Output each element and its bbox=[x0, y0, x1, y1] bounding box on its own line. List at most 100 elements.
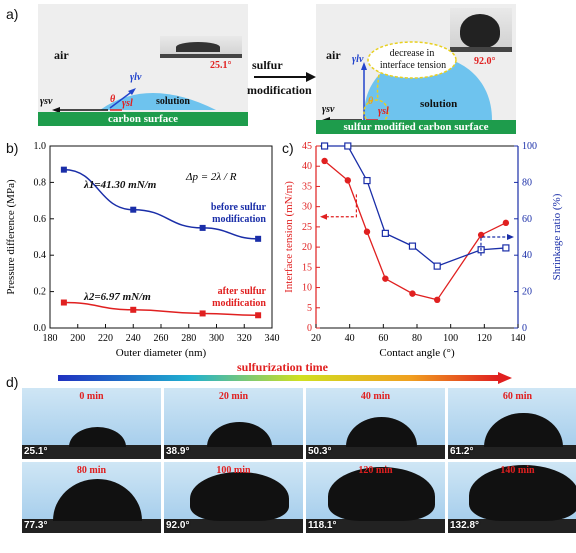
droplet-thumbnail: 0 min 25.1° bbox=[22, 388, 161, 459]
shrinkage-ratio-point bbox=[363, 176, 371, 185]
left-y-tick-label: 25 bbox=[302, 222, 312, 233]
panel-c-label: c) bbox=[282, 140, 294, 156]
carbon-surface-bar: carbon surface bbox=[38, 112, 248, 126]
left-y-tick-label: 35 bbox=[302, 181, 312, 192]
lambda2-label: λ2=6.97 mN/m bbox=[83, 291, 151, 303]
droplet-thumbnail: 20 min 38.9° bbox=[164, 388, 303, 459]
gamma-lv-label: γlv bbox=[130, 72, 142, 83]
substrate bbox=[164, 519, 303, 533]
scheme-after: air 92.0° decrease in interface tension … bbox=[316, 4, 516, 134]
x-tick-label: 300 bbox=[209, 333, 224, 344]
solution-label-right: solution bbox=[420, 98, 458, 110]
substrate bbox=[448, 445, 576, 459]
interface-tension-point bbox=[409, 290, 416, 297]
droplet-thumbnail: 140 min 132.8° bbox=[448, 462, 576, 533]
x-tick-label: 200 bbox=[70, 333, 85, 344]
before-data-point bbox=[255, 235, 262, 242]
x-tick-label: 260 bbox=[154, 333, 169, 344]
right-y-tick-label: 0 bbox=[522, 323, 527, 334]
after-data-point bbox=[130, 306, 137, 313]
contact-angle-label: 61.2° bbox=[450, 446, 474, 457]
time-label: 20 min bbox=[218, 391, 249, 402]
left-y-tick-label: 40 bbox=[302, 161, 312, 172]
left-y-axis-label: Interface tension (mN/m) bbox=[283, 181, 295, 293]
droplet bbox=[484, 412, 563, 447]
shrinkage-ratio-point bbox=[344, 142, 352, 150]
y-tick-label: 0.0 bbox=[34, 323, 47, 334]
left-y-tick-label: 20 bbox=[302, 242, 312, 253]
right-y-tick-label: 40 bbox=[522, 250, 532, 261]
after-fit-line bbox=[63, 301, 259, 317]
before-data-point bbox=[60, 166, 67, 173]
contact-angle-before: 25.1° bbox=[210, 60, 232, 71]
gamma-sl-label-right: γsl bbox=[378, 106, 389, 117]
left-axis-indicator bbox=[326, 194, 357, 218]
right-y-tick-label: 20 bbox=[522, 287, 532, 298]
interface-tension-point bbox=[502, 219, 510, 227]
x-axis-label: Outer diameter (nm) bbox=[116, 347, 207, 359]
panel-a-label: a) bbox=[6, 6, 19, 22]
x-tick-label: 320 bbox=[237, 333, 252, 344]
time-label: 60 min bbox=[502, 391, 533, 402]
sulfurization-time-label: sulfurization time bbox=[237, 360, 328, 374]
left-y-tick-label: 0 bbox=[307, 323, 312, 334]
modified-surface-bar: sulfur modified carbon surface bbox=[316, 120, 516, 134]
y-tick-label: 0.8 bbox=[34, 177, 47, 188]
before-data-point bbox=[199, 224, 206, 231]
substrate bbox=[22, 519, 161, 533]
right-y-tick-label: 100 bbox=[522, 141, 537, 152]
interface-tension-point bbox=[321, 157, 328, 165]
left-y-tick-label: 5 bbox=[307, 303, 312, 314]
left-axis-indicator-head bbox=[320, 213, 327, 220]
interface-tension-line bbox=[324, 160, 507, 301]
right-y-tick-label: 80 bbox=[522, 177, 532, 188]
panel-b-label: b) bbox=[6, 140, 19, 156]
theta-label-right: θ bbox=[368, 96, 374, 107]
droplet bbox=[53, 479, 142, 521]
interface-tension-chart: 20 40 60 80 100 120 14005101520253035404502040… bbox=[283, 141, 563, 359]
theta-label: θ bbox=[110, 94, 116, 105]
left-y-tick-label: 30 bbox=[302, 202, 312, 213]
droplet-thumbnail: 80 min 77.3° bbox=[22, 462, 161, 533]
after-data-point bbox=[255, 312, 262, 319]
gamma-sv-label-right: γsv bbox=[322, 104, 335, 115]
y-tick-label: 0.2 bbox=[34, 287, 47, 298]
x-tick-label: 120 bbox=[477, 333, 492, 344]
y-axis-label: Pressure difference (MPa) bbox=[5, 179, 17, 295]
left-y-tick-label: 15 bbox=[302, 262, 312, 273]
after-annotation-line1: after sulfur bbox=[218, 286, 267, 297]
droplet bbox=[328, 467, 435, 521]
shrinkage-ratio-point bbox=[320, 142, 329, 150]
contact-angle-label: 132.8° bbox=[450, 520, 480, 531]
after-data-point bbox=[60, 299, 67, 306]
time-gradient-arrow bbox=[58, 372, 512, 384]
shrinkage-ratio-point bbox=[502, 244, 510, 252]
droplet bbox=[68, 427, 127, 447]
x-tick-label: 340 bbox=[265, 333, 280, 344]
left-y-tick-label: 45 bbox=[302, 141, 312, 152]
arrow-label-bottom: modification bbox=[247, 83, 312, 97]
x-tick-label: 240 bbox=[126, 333, 141, 344]
arrow-label-top: sulfur bbox=[252, 58, 283, 72]
time-label: 120 min bbox=[358, 465, 393, 476]
right-y-tick-label: 60 bbox=[522, 214, 532, 225]
contact-angle-after: 92.0° bbox=[474, 56, 496, 67]
substrate bbox=[164, 445, 303, 459]
shrinkage-ratio-point bbox=[381, 229, 389, 237]
solution-label: solution bbox=[156, 96, 190, 107]
shrinkage-ratio-point bbox=[433, 262, 441, 270]
substrate bbox=[306, 519, 445, 533]
x-tick-label: 100 bbox=[443, 333, 458, 344]
after-data-point bbox=[199, 310, 206, 317]
right-y-axis-label: Shrinkage ratio (%) bbox=[551, 193, 563, 280]
x-tick-label: 60 bbox=[378, 333, 388, 344]
time-label: 0 min bbox=[79, 391, 104, 402]
droplet-photo-before bbox=[160, 36, 242, 58]
contact-angle-label: 25.1° bbox=[24, 446, 48, 457]
x-tick-label: 220 bbox=[98, 333, 113, 344]
shrinkage-ratio-line bbox=[324, 145, 506, 267]
before-data-point bbox=[130, 206, 137, 213]
substrate bbox=[22, 445, 161, 459]
x-tick-label: 140 bbox=[511, 333, 526, 344]
after-annotation-line2: modification bbox=[212, 298, 266, 309]
